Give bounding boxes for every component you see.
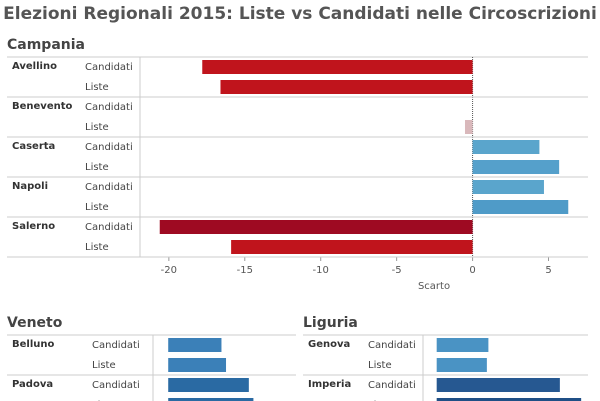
series-label: Liste (368, 360, 392, 371)
series-label: Candidati (85, 222, 133, 233)
category-label: Belluno (12, 339, 54, 350)
x-axis-label: Scarto (418, 281, 450, 292)
x-tick-label: -20 (161, 265, 177, 276)
category-label: Napoli (12, 181, 48, 192)
series-label: Liste (85, 82, 109, 93)
series-label: Candidati (85, 182, 133, 193)
bar (168, 338, 222, 352)
category-label: Caserta (12, 141, 55, 152)
bar (464, 120, 473, 134)
bar (168, 398, 254, 401)
bar (202, 60, 473, 74)
bar (231, 240, 473, 254)
bar (436, 378, 560, 392)
section-title: Campania (7, 37, 85, 53)
section-title: Veneto (7, 315, 63, 331)
x-tick-label: 5 (545, 265, 551, 276)
series-label: Liste (85, 122, 109, 133)
series-label: Candidati (92, 380, 140, 391)
bar (472, 200, 569, 214)
series-label: Candidati (85, 62, 133, 73)
page-title: Elezioni Regionali 2015: Liste vs Candid… (3, 4, 597, 24)
series-label: Liste (92, 360, 116, 371)
series-label: Candidati (85, 102, 133, 113)
x-tick-label: -15 (237, 265, 253, 276)
bar (168, 358, 227, 372)
bar (472, 140, 540, 154)
bar (436, 338, 489, 352)
category-label: Benevento (12, 101, 73, 112)
category-label: Genova (308, 339, 350, 350)
bar (159, 220, 473, 234)
series-label: Liste (85, 202, 109, 213)
series-label: Candidati (368, 340, 416, 351)
x-tick-label: -10 (313, 265, 329, 276)
category-label: Padova (12, 379, 53, 390)
category-label: Salerno (12, 221, 55, 232)
bar (436, 398, 582, 401)
bar (472, 180, 544, 194)
series-label: Candidati (368, 380, 416, 391)
series-label: Candidati (92, 340, 140, 351)
bar (220, 80, 473, 94)
section-title: Liguria (303, 315, 358, 331)
series-label: Liste (85, 162, 109, 173)
x-tick-label: 0 (469, 265, 475, 276)
category-label: Imperia (308, 379, 351, 390)
bar (436, 358, 487, 372)
x-tick-label: -5 (392, 265, 402, 276)
series-label: Liste (85, 242, 109, 253)
series-label: Candidati (85, 142, 133, 153)
bar (168, 378, 249, 392)
category-label: Avellino (12, 61, 57, 72)
bar (472, 160, 560, 174)
